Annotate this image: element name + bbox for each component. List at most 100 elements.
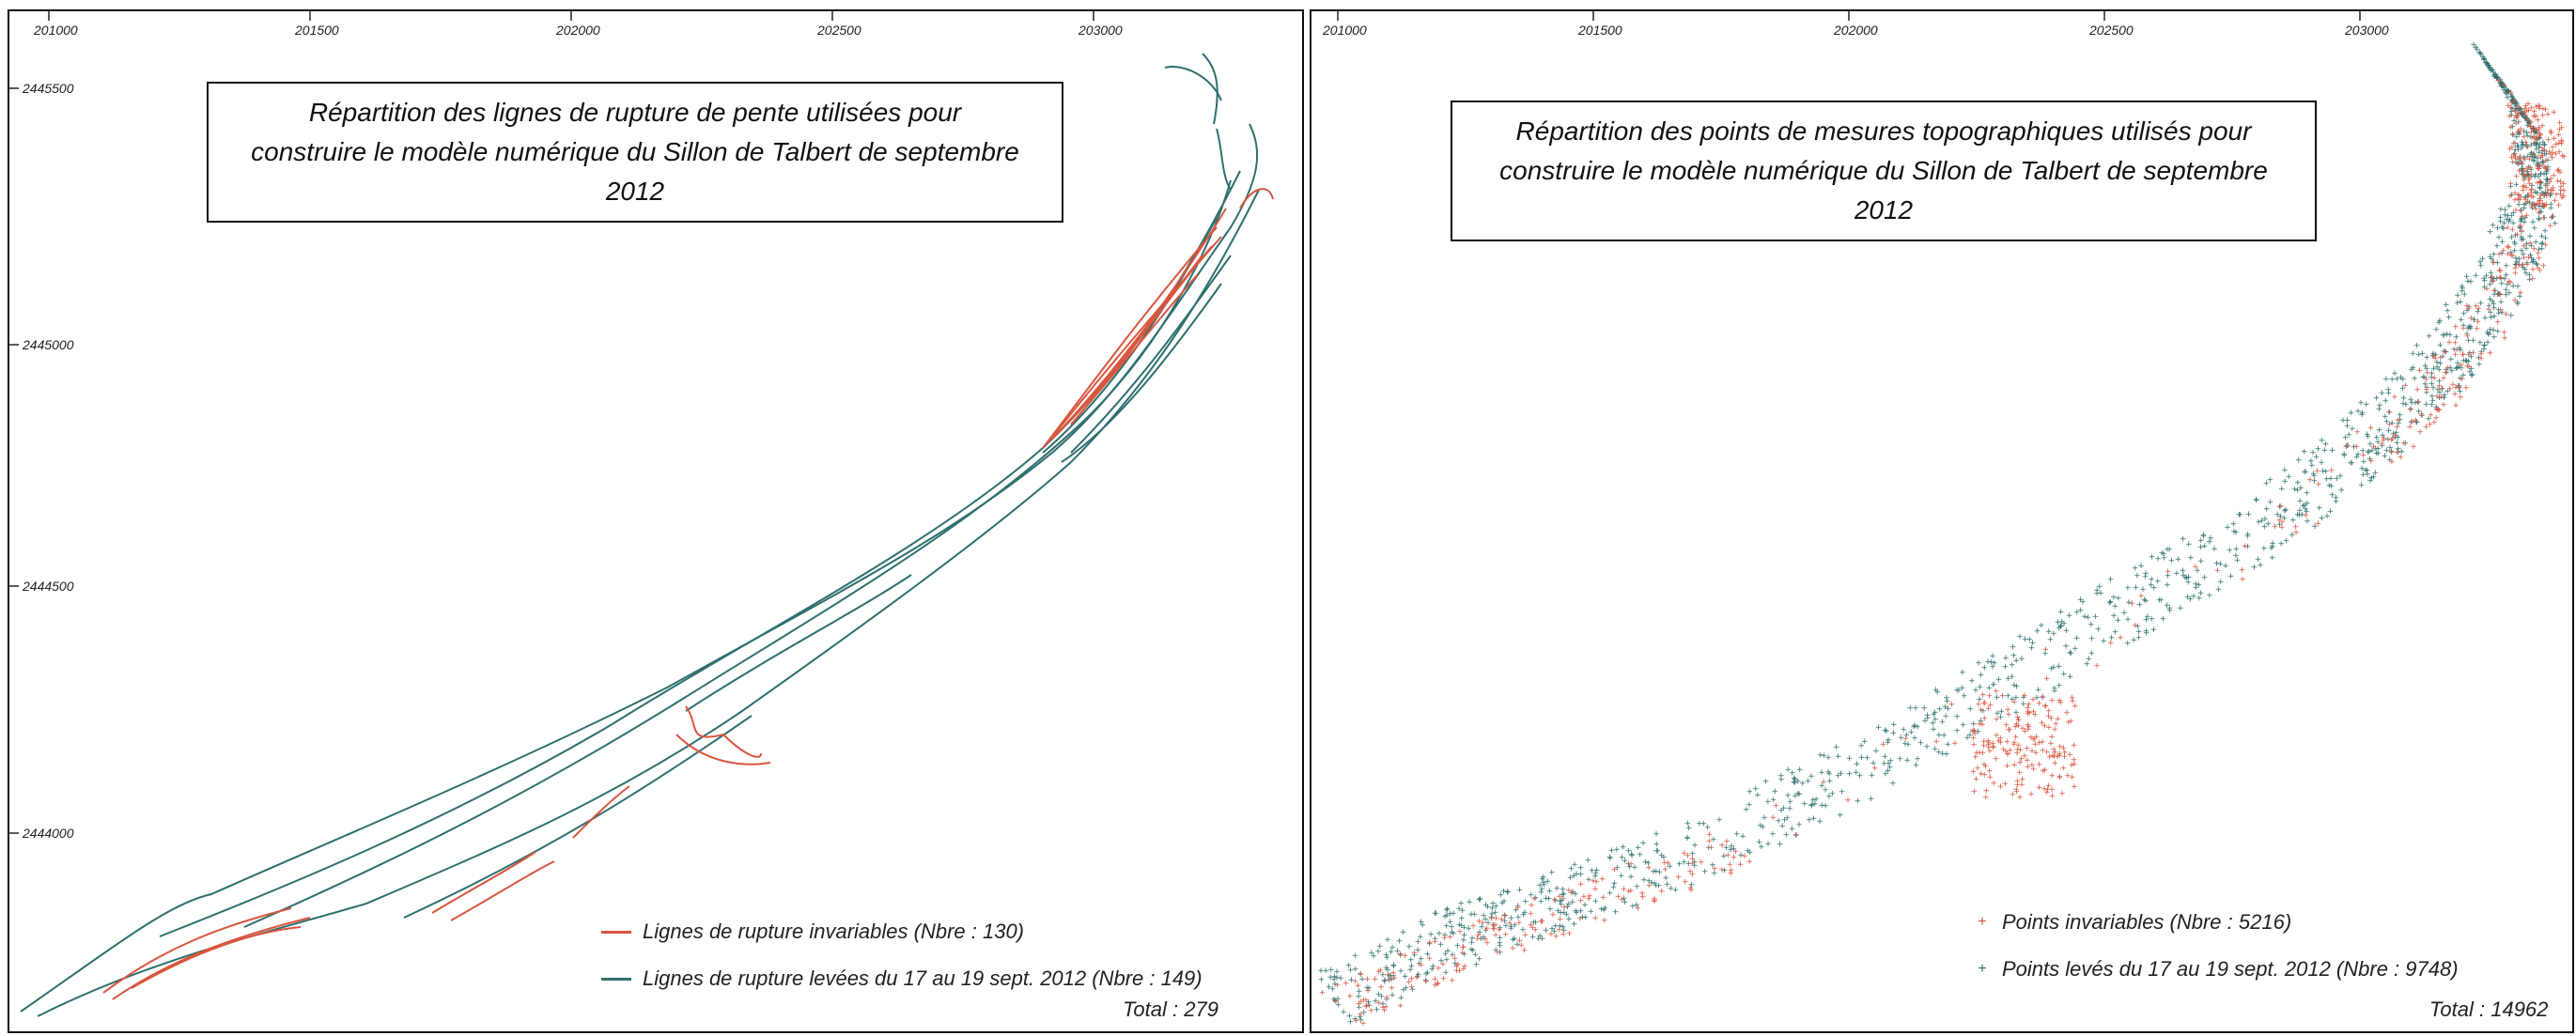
survey-point-marker: + [2446, 363, 2454, 373]
survey-point-marker: + [1654, 846, 1662, 856]
survey-point-marker: + [2546, 148, 2553, 158]
survey-point-marker: + [2193, 583, 2200, 593]
survey-point-marker: + [1422, 977, 1430, 986]
survey-point-marker: + [2108, 634, 2116, 643]
survey-point-marker: + [2540, 192, 2548, 201]
survey-point-marker: + [1331, 972, 1339, 982]
survey-point-marker: + [2423, 423, 2430, 432]
survey-point-marker: + [2367, 424, 2375, 433]
survey-point-marker: + [1490, 924, 1497, 934]
survey-point-marker: + [2065, 719, 2072, 728]
survey-point-marker: + [2490, 277, 2497, 286]
survey-point-marker: + [2499, 82, 2506, 91]
survey-point-marker: + [2410, 363, 2417, 373]
survey-point-marker: + [1953, 713, 1961, 722]
survey-point-marker: + [2445, 338, 2453, 348]
survey-point-marker: + [2360, 452, 2367, 461]
survey-point-marker: + [1627, 887, 1635, 896]
survey-point-marker: + [2525, 117, 2533, 127]
survey-point-marker: + [1571, 920, 1578, 930]
survey-point-marker: + [1711, 864, 1718, 874]
survey-point-marker: + [2519, 109, 2526, 118]
survey-point-marker: + [2429, 384, 2437, 394]
survey-point-marker: + [2160, 614, 2167, 624]
survey-point-marker: + [2558, 139, 2566, 148]
survey-point-marker: + [2515, 146, 2522, 155]
survey-point-marker: + [2217, 560, 2225, 569]
survey-point-marker: + [2462, 357, 2470, 366]
survey-point-marker: + [2537, 178, 2544, 187]
y-tick-label: 2445500 [23, 81, 74, 96]
survey-point-marker: + [2523, 116, 2531, 126]
survey-point-marker: + [2549, 148, 2556, 158]
survey-point-marker: + [2042, 645, 2050, 655]
survey-point-marker: + [2538, 190, 2546, 199]
survey-point-marker: + [2528, 170, 2536, 179]
survey-point-marker: + [1945, 740, 1952, 750]
survey-point-marker: + [1579, 913, 1587, 922]
survey-point-marker: + [2464, 277, 2472, 286]
survey-point-marker: + [2272, 522, 2279, 532]
survey-point-marker: + [1379, 1003, 1387, 1013]
survey-point-marker: + [1340, 1008, 1347, 1017]
survey-point-marker: + [1400, 985, 1407, 995]
survey-point-marker: + [2517, 224, 2524, 233]
survey-point-marker: + [1496, 938, 1503, 948]
survey-point-marker: + [2201, 542, 2209, 551]
survey-point-marker: + [2465, 336, 2473, 346]
survey-point-marker: + [2532, 112, 2539, 121]
survey-point-marker: + [1441, 912, 1449, 921]
survey-point-marker: + [2536, 102, 2543, 112]
survey-point-marker: + [2502, 211, 2509, 221]
survey-point-marker: + [1817, 751, 1824, 761]
survey-point-marker: + [1459, 906, 1466, 916]
survey-point-marker: + [2488, 274, 2495, 284]
survey-point-marker: + [2148, 615, 2155, 625]
survey-point-marker: + [2472, 43, 2479, 53]
survey-point-marker: + [1348, 976, 1356, 985]
survey-point-marker: + [2518, 236, 2525, 245]
survey-point-marker: + [1598, 905, 1606, 915]
survey-point-marker: + [2016, 768, 2024, 778]
survey-point-marker: + [1638, 889, 1646, 898]
survey-point-marker: + [2107, 639, 2115, 648]
survey-point-marker: + [2515, 191, 2522, 200]
survey-point-marker: + [2400, 394, 2408, 403]
survey-point-marker: + [2535, 165, 2542, 175]
survey-point-marker: + [2357, 398, 2365, 408]
survey-point-marker: + [2323, 512, 2331, 521]
survey-point-marker: + [2005, 674, 2012, 684]
survey-point-marker: + [2548, 213, 2555, 223]
survey-point-marker: + [2470, 348, 2477, 358]
survey-point-marker: + [2416, 427, 2424, 437]
survey-point-marker: + [2476, 339, 2484, 348]
survey-point-marker: + [1833, 743, 1840, 752]
survey-point-marker: + [1591, 914, 1599, 923]
survey-point-marker: + [2030, 708, 2038, 718]
survey-point-marker: + [2183, 574, 2191, 583]
survey-point-marker: + [2296, 497, 2304, 506]
survey-point-marker: + [2542, 157, 2550, 166]
survey-point-marker: + [2532, 202, 2539, 211]
survey-point-marker: + [2536, 164, 2543, 174]
survey-point-marker: + [2303, 511, 2310, 520]
survey-point-marker: + [1608, 846, 1616, 856]
survey-point-marker: + [1454, 960, 1462, 969]
survey-point-marker: + [1538, 888, 1545, 897]
survey-point-marker: + [2125, 598, 2133, 608]
survey-point-marker: + [1686, 868, 1694, 877]
survey-point-marker: + [2029, 735, 2037, 745]
survey-point-marker: + [1978, 706, 1985, 716]
survey-point-marker: + [1490, 921, 1497, 931]
survey-point-marker: + [1458, 914, 1466, 923]
survey-point-marker: + [1625, 888, 1633, 897]
survey-point-marker: + [2551, 134, 2558, 144]
survey-point-marker: + [2408, 399, 2415, 409]
survey-point-marker: + [2532, 171, 2539, 180]
survey-point-marker: + [1556, 892, 1563, 902]
survey-point-marker: + [2518, 144, 2525, 153]
survey-point-marker: + [1741, 852, 1748, 861]
survey-point-marker: + [2531, 245, 2538, 255]
survey-point-marker: + [2292, 522, 2300, 532]
survey-point-marker: + [2071, 741, 2078, 750]
